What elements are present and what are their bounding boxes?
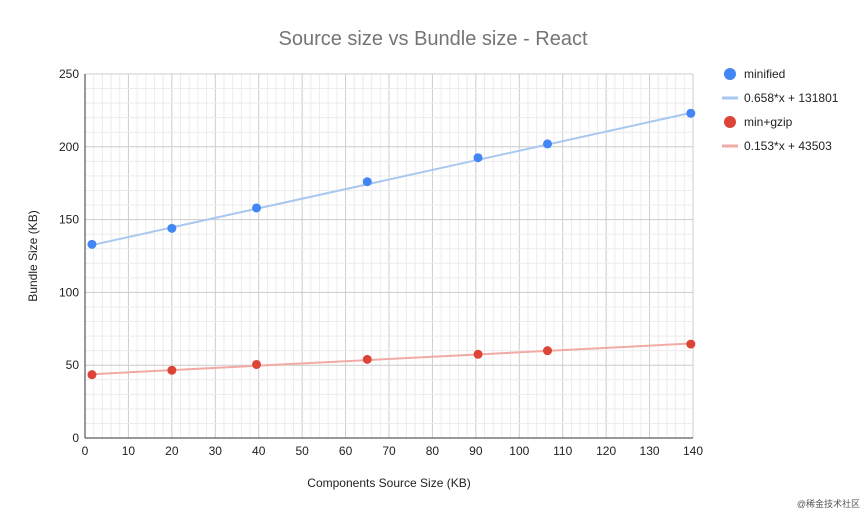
y-tick-label: 50 (66, 358, 80, 372)
legend-marker-dot (724, 68, 736, 80)
x-tick-label: 140 (683, 444, 703, 458)
watermark: @稀金技术社区 (797, 498, 860, 509)
x-tick-label: 20 (165, 444, 179, 458)
point-min-gzip (362, 354, 372, 364)
legend-label: minified (744, 67, 785, 81)
axes (84, 74, 693, 439)
trendline-min-gzip (91, 342, 691, 376)
point-min-gzip (252, 359, 262, 369)
y-tick-label: 0 (72, 431, 79, 445)
x-tick-label: 60 (339, 444, 353, 458)
point-min-gzip (167, 365, 177, 375)
trendlines (91, 111, 692, 376)
x-tick-label: 50 (295, 444, 309, 458)
data-points (87, 108, 696, 380)
grid (84, 73, 694, 439)
x-tick-label: 40 (252, 444, 266, 458)
y-tick-label: 100 (59, 285, 79, 299)
point-min-gzip (686, 339, 696, 349)
point-minified (473, 153, 483, 163)
x-axis-label: Components Source Size (KB) (307, 476, 470, 490)
y-tick-labels: 0 50 100 150 200 250 (59, 67, 79, 445)
x-tick-label: 70 (382, 444, 396, 458)
y-axis-label: Bundle Size (KB) (26, 210, 40, 301)
y-tick-label: 250 (59, 67, 79, 81)
point-minified (543, 139, 553, 149)
x-tick-label: 80 (426, 444, 440, 458)
point-minified (252, 203, 262, 213)
point-minified (686, 108, 696, 118)
y-tick-label: 200 (59, 140, 79, 154)
x-tick-label: 0 (82, 444, 89, 458)
x-tick-label: 130 (640, 444, 660, 458)
legend-marker-dot (724, 116, 736, 128)
legend-label: 0.658*x + 131801 (744, 91, 839, 105)
legend: minified 0.658*x + 131801 min+gzip 0.153*x … (722, 67, 839, 153)
point-min-gzip (543, 346, 553, 356)
y-tick-label: 150 (59, 213, 79, 227)
point-minified (362, 177, 372, 187)
x-tick-label: 110 (553, 444, 572, 458)
x-tick-label: 10 (122, 444, 136, 458)
point-min-gzip (473, 349, 483, 359)
x-tick-label: 30 (209, 444, 223, 458)
x-tick-labels: 0 10 20 30 40 50 60 70 80 90 100 110 120 130 140 (82, 444, 704, 458)
trendline-minified (91, 111, 692, 247)
point-min-gzip (87, 370, 97, 380)
point-minified (167, 223, 177, 233)
chart-title: Source size vs Bundle size - React (278, 28, 587, 50)
legend-label: min+gzip (744, 115, 793, 129)
x-tick-label: 90 (469, 444, 483, 458)
x-tick-label: 100 (509, 444, 529, 458)
point-minified (87, 239, 97, 249)
legend-label: 0.153*x + 43503 (744, 139, 832, 153)
x-tick-label: 120 (596, 444, 616, 458)
